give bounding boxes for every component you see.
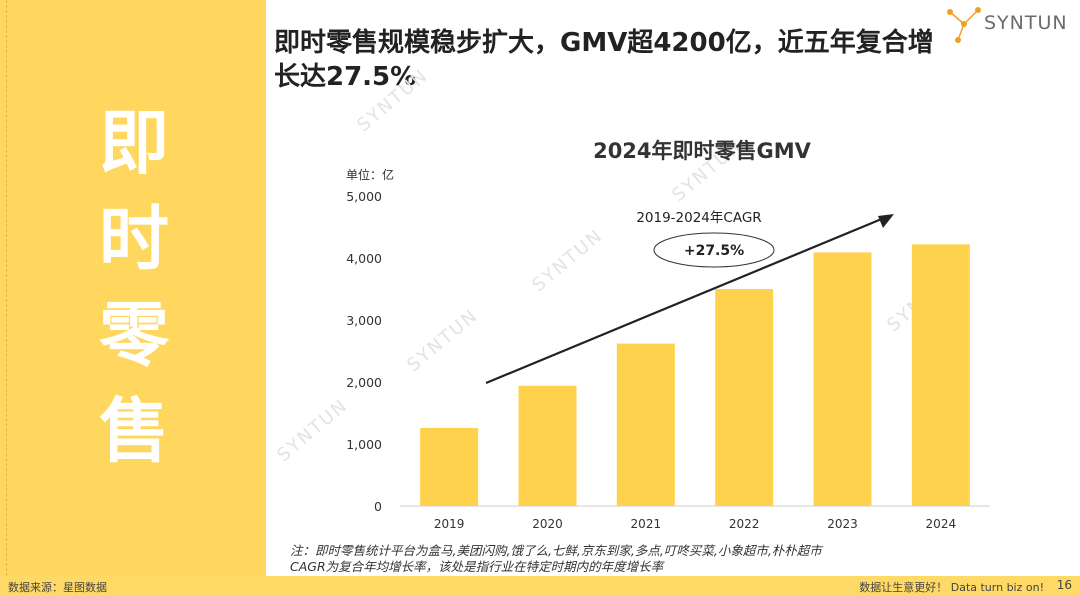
section-title-char: 售 [99,390,169,472]
left-panel: 即 时 零 售 [0,0,266,576]
section-title-char: 即 [99,102,169,184]
y-axis: 0 1,000 2,000 3,000 4,000 5,000 [346,189,382,514]
gmv-bar-chart: 2024年即时零售GMV 单位：亿 0 1,000 2,000 3,000 4,000 5… [346,139,990,531]
bar-2020 [518,385,577,506]
trend-arrow [485,216,885,385]
cagr-ellipse [653,232,775,268]
unit-label: 单位：亿 [346,167,394,182]
note-line: CAGR为复合年均增长率，该处是指行业在特定时期内的年度增长率 [290,559,664,574]
x-tick-label: 2021 [631,517,662,531]
cagr-label: 2019-2024年CAGR [636,210,761,226]
y-tick-label: 0 [374,499,382,514]
syntun-logo-icon [947,7,981,43]
bar-2024 [911,244,970,507]
chart-note: 注：即时零售统计平台为盒马,美团闪购,饿了么,七鲜,京东到家,多点,叮咚买菜,小… [290,543,822,575]
page-number: 16 [1056,578,1072,592]
bar-2019 [420,427,479,506]
footer-bar: 数据来源：星图数据 数据让生意更好！ Data turn biz on! 16 [0,576,1080,596]
arrow-head-icon [878,214,894,228]
vertical-section-title: 即 时 零 售 [84,95,184,479]
x-tick-label: 2024 [926,517,957,531]
bar-2021 [616,343,675,506]
data-source: 数据来源：星图数据 [8,581,107,594]
y-tick-label: 2,000 [346,375,382,390]
y-tick-label: 1,000 [346,437,382,452]
cagr-value: +27.5% [684,243,744,259]
x-tick-label: 2023 [827,517,858,531]
logo-text: SYNTUN [984,12,1068,34]
section-title-char: 零 [99,294,169,376]
x-tick-label: 2019 [434,517,465,531]
x-tick-label: 2022 [729,517,760,531]
note-line: 注：即时零售统计平台为盒马,美团闪购,饿了么,七鲜,京东到家,多点,叮咚买菜,小… [290,543,822,558]
y-tick-label: 5,000 [346,189,382,204]
bar-series [420,244,970,507]
bar-2022 [715,289,774,506]
bar-2023 [813,252,872,506]
cagr-annotation: 2019-2024年CAGR +27.5% [485,210,894,385]
x-axis: 2019 2020 2021 2022 2023 2024 [400,505,990,531]
section-title-char: 时 [99,198,169,280]
slide-headline: 即时零售规模稳步扩大，GMV超4200亿，近五年复合增长达27.5% [274,28,934,92]
chart-title: 2024年即时零售GMV [593,139,812,163]
x-tick-label: 2020 [532,517,563,531]
y-tick-label: 4,000 [346,251,382,266]
dashed-border [6,0,7,576]
y-tick-label: 3,000 [346,313,382,328]
footer-slogan: 数据让生意更好！ Data turn biz on! [859,581,1044,594]
